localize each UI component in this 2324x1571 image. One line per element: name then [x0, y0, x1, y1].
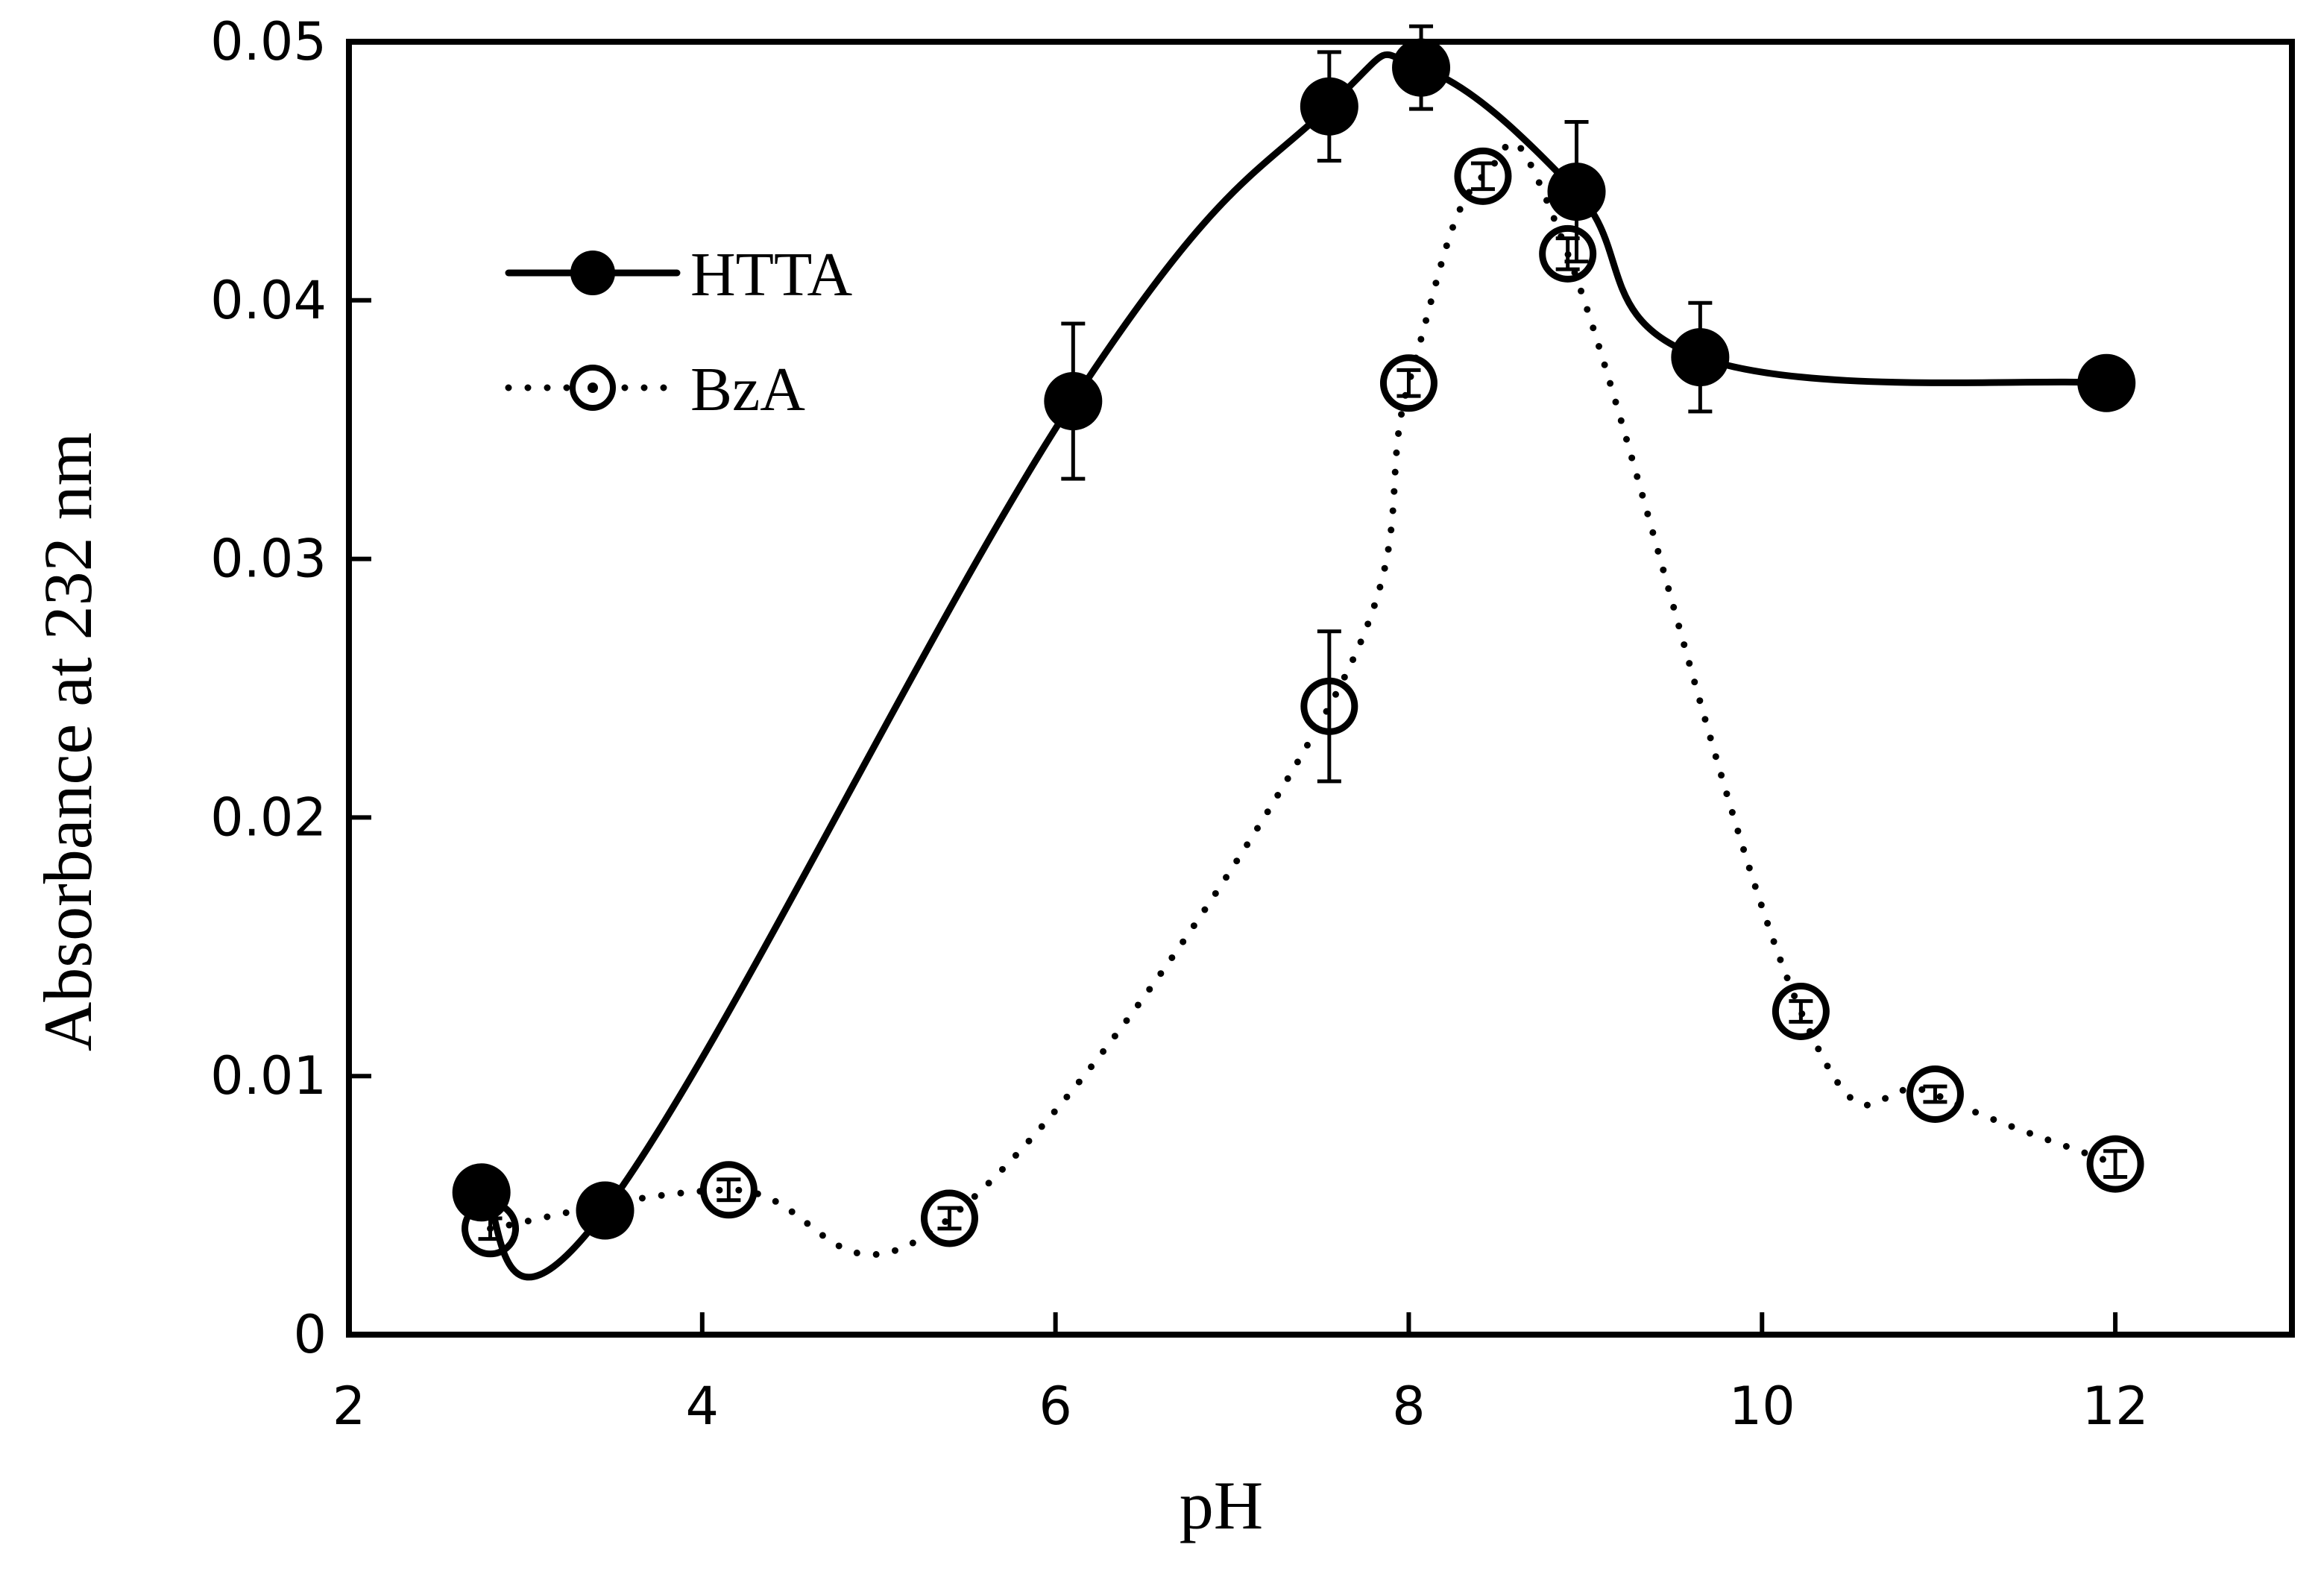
point-bza [1539, 224, 1597, 283]
legend-marker-htta [570, 251, 615, 295]
point-htta [1392, 38, 1451, 97]
point-htta [452, 1163, 511, 1222]
y-tick-label: 0.04 [210, 270, 327, 331]
series-line-htta [478, 51, 2110, 1281]
y-axis-title: Absorbance at 232 nm [30, 432, 106, 1051]
point-bza [1454, 147, 1512, 205]
point-htta [1300, 77, 1358, 136]
point-htta [576, 1181, 634, 1240]
series-layer [452, 24, 2144, 1281]
point-bza [1379, 354, 1437, 412]
series-htta [452, 24, 2136, 1281]
x-tick-label: 6 [1039, 1376, 1072, 1437]
y-tick-label: 0.05 [210, 11, 327, 72]
x-tick-label: 4 [686, 1376, 719, 1437]
legend-marker-dot-bza [588, 382, 598, 393]
legend-label-htta: HTTA [690, 240, 853, 309]
legend-label-bza: BzA [690, 355, 805, 424]
series-line-bza [487, 139, 2119, 1259]
x-tick-label: 8 [1392, 1376, 1426, 1437]
x-axis-title: pH [1180, 1467, 1263, 1543]
point-bza [920, 1189, 978, 1247]
x-tick-label: 10 [1729, 1376, 1795, 1437]
point-bza [699, 1161, 758, 1219]
point-htta [2077, 353, 2136, 412]
y-tick-label: 0.02 [210, 787, 327, 848]
y-tick-label: 0.01 [210, 1045, 327, 1106]
point-bza [1300, 677, 1358, 735]
y-tick-label: 0 [293, 1304, 327, 1365]
legend: HTTA BzA [505, 240, 853, 424]
y-tick-label: 0.03 [210, 529, 327, 590]
point-htta [1044, 372, 1103, 431]
point-bza [1906, 1065, 1964, 1123]
plot-frame [346, 39, 2295, 1338]
point-bza [2086, 1135, 2144, 1193]
point-htta [1547, 163, 1606, 221]
x-tick-label: 12 [2082, 1376, 2149, 1437]
point-bza [1772, 983, 1830, 1040]
x-tick-label: 2 [333, 1376, 366, 1437]
axes: 0 0.01 0.02 0.03 0.04 0.05 2 4 6 8 10 12 [210, 11, 2295, 1437]
point-htta [1671, 328, 1730, 387]
